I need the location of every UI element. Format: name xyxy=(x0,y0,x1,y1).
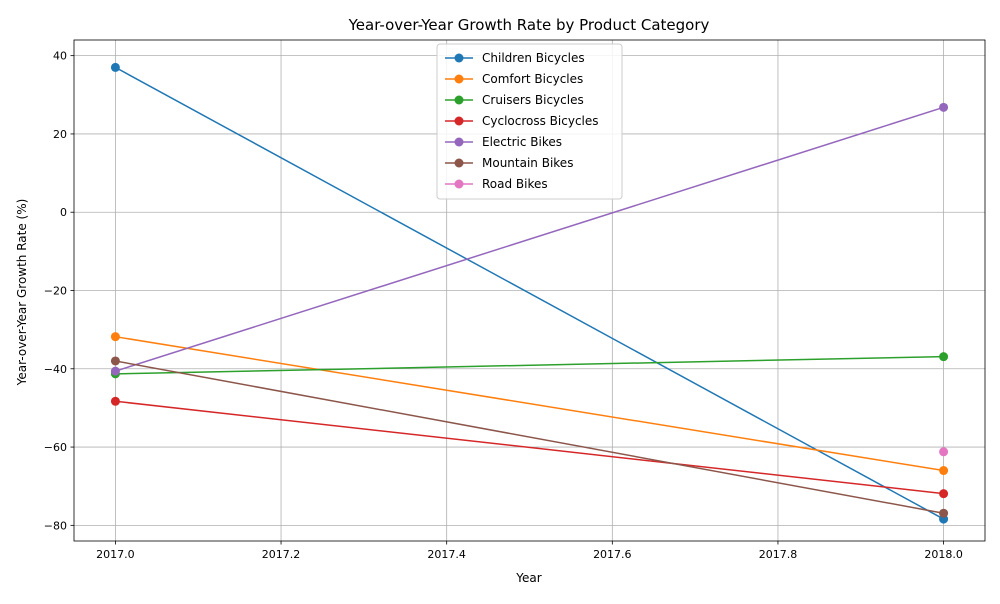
legend-marker xyxy=(454,179,464,189)
x-axis-label: Year xyxy=(515,571,541,585)
legend: Children Bicycles Comfort Bicycles Cruiser… xyxy=(436,43,623,200)
data-point xyxy=(110,332,120,342)
legend-label: Children Bicycles xyxy=(482,51,585,65)
x-tick-label: 2018.0 xyxy=(924,548,963,561)
data-point xyxy=(110,396,120,406)
legend-label: Comfort Bicycles xyxy=(482,72,583,86)
plot-frame xyxy=(73,39,986,542)
legend-box xyxy=(436,43,623,200)
y-tick-label: 40 xyxy=(53,50,67,63)
data-point xyxy=(939,102,949,112)
legend-marker xyxy=(454,137,464,147)
data-point xyxy=(110,356,120,366)
legend-label: Cyclocross Bicycles xyxy=(482,114,599,128)
legend-item: Children Bicycles xyxy=(445,51,585,65)
y-axis-label: Year-over-Year Growth Rate (%) xyxy=(15,199,29,387)
legend-marker xyxy=(454,53,464,63)
legend-item: Mountain Bikes xyxy=(445,156,573,170)
y-tick-label: −20 xyxy=(44,285,67,298)
series-line xyxy=(115,106,944,372)
series-line xyxy=(115,400,944,495)
legend-label: Road Bikes xyxy=(482,177,548,191)
legend-item: Cyclocross Bicycles xyxy=(445,114,599,128)
series-line xyxy=(115,66,944,520)
legend-label: Cruisers Bicycles xyxy=(482,93,584,107)
y-tick-label: 20 xyxy=(53,128,67,141)
series-mountain-bikes xyxy=(110,356,949,518)
y-tick-label: −60 xyxy=(44,441,67,454)
series-lines xyxy=(110,62,949,524)
legend-item: Comfort Bicycles xyxy=(445,72,583,86)
x-tick-label: 2017.6 xyxy=(593,548,632,561)
legend-item: Cruisers Bicycles xyxy=(445,93,584,107)
legend-marker xyxy=(454,116,464,126)
legend-marker xyxy=(454,74,464,84)
x-tick-label: 2017.0 xyxy=(96,548,135,561)
data-point xyxy=(110,62,120,72)
series-electric-bikes xyxy=(110,102,949,376)
y-tick-label: 0 xyxy=(60,206,67,219)
legend-marker xyxy=(454,95,464,105)
x-tick-label: 2017.8 xyxy=(759,548,798,561)
legend-marker xyxy=(454,158,464,168)
legend-label: Electric Bikes xyxy=(482,135,562,149)
data-point xyxy=(939,466,949,476)
x-tick-label: 2017.2 xyxy=(262,548,301,561)
legend-label: Mountain Bikes xyxy=(482,156,573,170)
data-point xyxy=(939,352,949,362)
series-line xyxy=(115,335,944,472)
series-cyclocross-bicycles xyxy=(110,396,949,499)
series-road-bikes xyxy=(939,447,949,457)
axes: 2017.0 2017.2 2017.4 2017.6 2017.8 2018.0 −80 −… xyxy=(44,39,986,561)
data-point xyxy=(939,489,949,499)
x-tick-label: 2017.4 xyxy=(427,548,466,561)
series-line xyxy=(115,355,944,375)
series-line xyxy=(115,360,944,514)
data-point xyxy=(110,366,120,376)
legend-item: Electric Bikes xyxy=(445,135,562,149)
series-comfort-bicycles xyxy=(110,332,949,476)
y-tick-label: −40 xyxy=(44,363,67,376)
y-tick-label: −80 xyxy=(44,519,67,532)
data-point xyxy=(939,508,949,518)
data-point xyxy=(939,447,949,457)
chart-title: Year-over-Year Growth Rate by Product Ca… xyxy=(348,16,710,34)
legend-item: Road Bikes xyxy=(445,177,548,191)
